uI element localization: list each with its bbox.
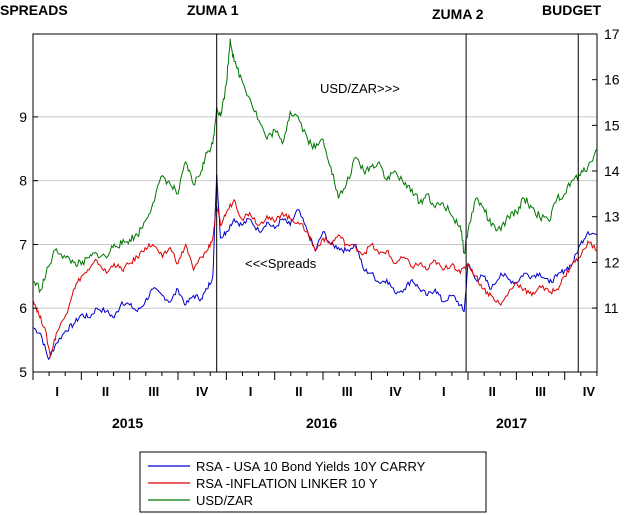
annotation-spreads: <<<Spreads: [245, 256, 317, 271]
right-tick-label: 14: [604, 163, 620, 179]
legend-label-spread: RSA - USA 10 Bond Yields 10Y CARRY: [196, 459, 426, 474]
left-tick-label: 7: [19, 236, 27, 252]
right-tick-label: 13: [604, 209, 620, 225]
legend: RSA - USA 10 Bond Yields 10Y CARRY RSA -…: [139, 451, 487, 513]
quarter-label: II: [489, 384, 496, 399]
x-axis: I II III IV I II III IV I II III IV: [32, 372, 598, 399]
event-lines: [216, 34, 579, 372]
legend-label-linker: RSA -INFLATION LINKER 10 Y: [196, 476, 378, 491]
quarter-label: I: [55, 384, 59, 399]
quarter-label: III: [342, 384, 353, 399]
quarter-label: IV: [389, 384, 402, 399]
event-label-zuma1: ZUMA 1: [187, 2, 239, 18]
quarter-label: III: [148, 384, 159, 399]
left-axis-title: SPREADS: [0, 2, 68, 18]
quarter-label: III: [535, 384, 546, 399]
year-label-2016: 2016: [306, 415, 337, 431]
quarter-label: I: [249, 384, 253, 399]
left-tick-label: 5: [19, 364, 27, 380]
right-tick-label: 15: [604, 117, 620, 133]
year-label-2015: 2015: [112, 415, 143, 431]
legend-label-usdzar: USD/ZAR: [196, 493, 253, 508]
right-tick-label: 11: [604, 300, 619, 316]
quarter-label: IV: [583, 384, 596, 399]
series-line-3: [32, 38, 598, 294]
series-layer: [32, 38, 598, 361]
right-tick-label: 16: [604, 72, 620, 88]
year-label-2017: 2017: [496, 415, 527, 431]
quarter-label: IV: [196, 384, 209, 399]
right-axis: 11 12 13 14 15 16 17: [592, 26, 620, 316]
left-tick-label: 8: [19, 173, 27, 189]
quarter-label: I: [442, 384, 446, 399]
series-line-1: [32, 174, 598, 361]
right-tick-label: 17: [604, 26, 620, 42]
event-label-budget: BUDGET: [542, 2, 602, 18]
legend-box: [139, 451, 487, 513]
series-line-2: [32, 198, 598, 358]
gridlines: [33, 116, 597, 309]
left-tick-label: 9: [19, 109, 27, 125]
quarter-label: II: [295, 384, 302, 399]
right-tick-label: 12: [604, 254, 620, 270]
event-label-zuma2: ZUMA 2: [432, 6, 484, 22]
annotation-usdzar: USD/ZAR>>>: [320, 81, 400, 96]
quarter-label: II: [102, 384, 109, 399]
left-tick-label: 6: [19, 300, 27, 316]
left-axis: 5 6 7 8 9: [19, 109, 38, 380]
plot-frame: [32, 33, 598, 373]
